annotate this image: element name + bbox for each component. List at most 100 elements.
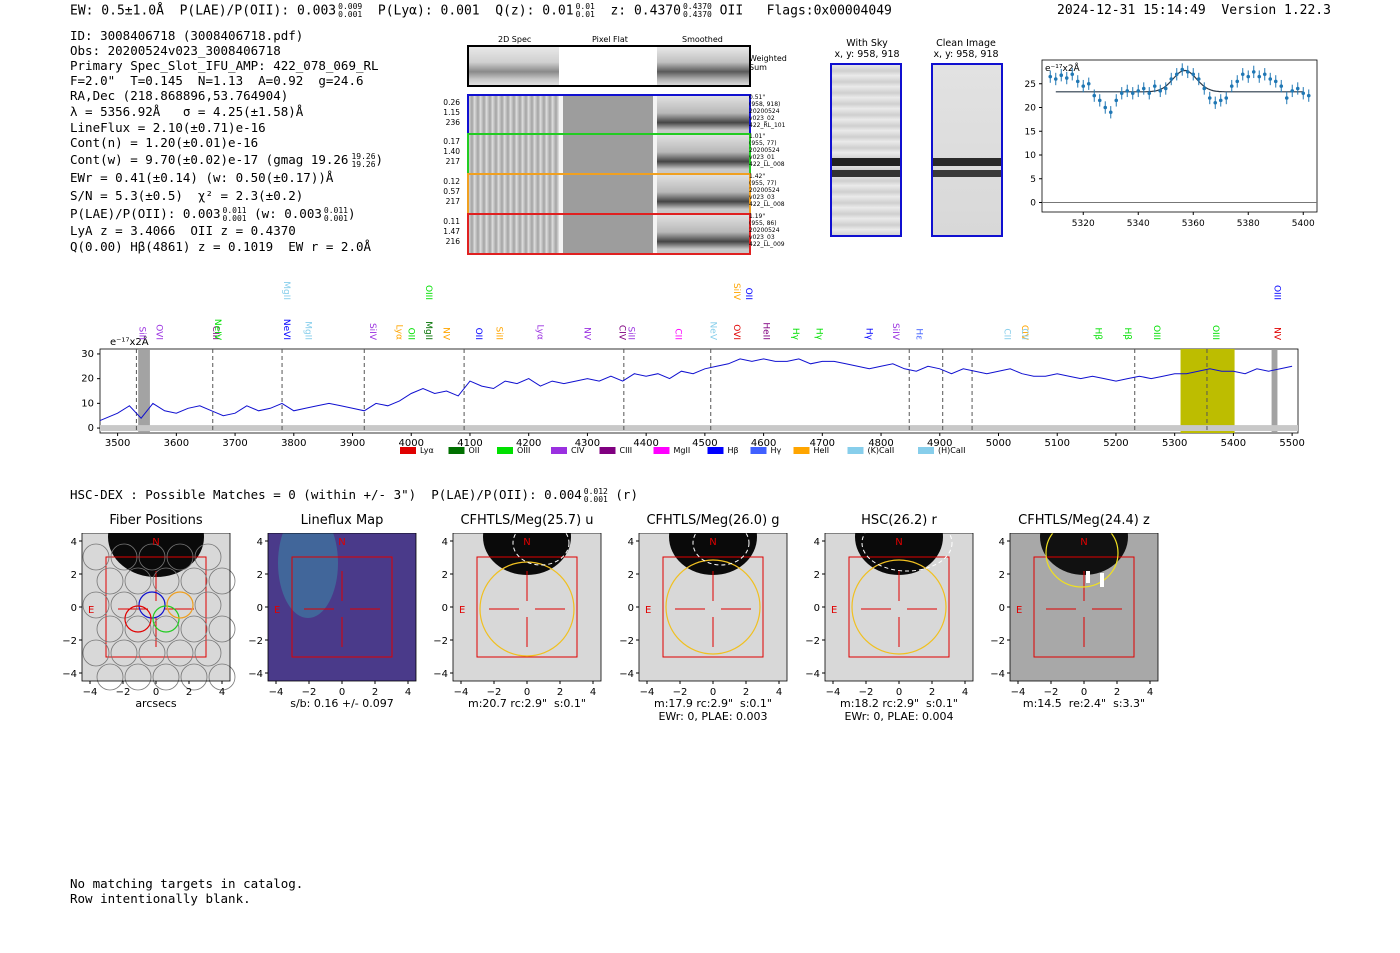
info-sn: S/N = 5.3(±0.5) χ² = 2.3(±0.2) xyxy=(70,188,304,203)
fiber-circle xyxy=(82,639,110,667)
spectrum-x-tick-label: 3700 xyxy=(222,438,247,449)
fiber-circle xyxy=(138,543,166,571)
catalog-ellipse xyxy=(512,533,570,566)
fiber-circle xyxy=(208,615,236,643)
fiber-circle xyxy=(166,543,194,571)
fit-region-band xyxy=(1180,349,1235,433)
fiber-cutout-frame xyxy=(467,213,751,255)
cutout-block: 2D Spec Pixel Flat Smoothed Weighted Sum… xyxy=(440,33,800,258)
zoom-frame xyxy=(1041,59,1318,213)
fiber-2d-spec xyxy=(469,135,559,173)
panel-x-tick-label: 4 xyxy=(590,687,596,698)
hsc-band: (r) xyxy=(615,487,638,502)
info-ewr: EWr = 0.41(±0.14) (w: 0.50(±0.17))Å xyxy=(70,170,334,185)
panel-y-tick-label: 4 xyxy=(814,537,820,548)
spectral-line-label: HeII xyxy=(761,322,771,340)
zoom-fit-chart: 0 5 10 15 20 25 5320 5340 5360 5380 5400 e⁻¹⁷x2Å xyxy=(1025,59,1318,229)
spectral-line-label: SiII xyxy=(136,326,146,340)
panel-y-tick-label: 2 xyxy=(257,570,263,581)
panel-title: Lineflux Map xyxy=(300,513,384,528)
fiber-2d-spec xyxy=(469,96,559,134)
panel-y-tick-label: 2 xyxy=(999,570,1005,581)
legend-label: (H)CaII xyxy=(938,446,965,455)
zoom-data-point xyxy=(1273,79,1278,84)
panel-y-tick-label: 4 xyxy=(628,537,634,548)
legend-label: OII xyxy=(469,446,480,455)
ew-summary: EW: 0.5±1.0Å xyxy=(70,3,164,19)
fiber-info-line: 1.01" xyxy=(749,133,766,140)
zoom-data-point xyxy=(1147,91,1152,96)
zoom-y-tick-label: 25 xyxy=(1025,80,1036,90)
zoom-data-point xyxy=(1169,77,1174,81)
panel-x-tick-label: 2 xyxy=(557,687,563,698)
footer-line-1: No matching targets in catalog. xyxy=(70,876,304,891)
bright-source xyxy=(855,533,943,575)
fiber-row-value: 217 xyxy=(445,197,460,206)
panel-y-tick-label: 0 xyxy=(628,603,634,614)
spectrum-x-tick-label: 3500 xyxy=(105,438,130,449)
spectral-line-label: Hγ xyxy=(813,328,823,341)
zoom-data-point xyxy=(1053,77,1058,81)
north-label: N xyxy=(523,537,530,548)
saturated-pixel xyxy=(1100,573,1104,587)
zoom-data-point xyxy=(1262,72,1267,77)
fiber-smoothed xyxy=(657,175,749,213)
spectrum-x-tick-label: 5300 xyxy=(1162,438,1187,449)
zoom-data-point xyxy=(1218,98,1223,103)
legend-label: Hβ xyxy=(728,446,739,455)
fiber-info-line: (955, 77) xyxy=(749,140,777,147)
spectral-line-label: SiIV xyxy=(367,323,377,341)
fiber-circle xyxy=(110,639,138,667)
plae-lower: 0.001 xyxy=(338,10,363,19)
legend-swatch xyxy=(448,447,465,454)
spectrum-line xyxy=(99,358,1293,422)
spectral-line-label: Hε xyxy=(913,328,923,340)
spectral-line-label: Lyα xyxy=(394,325,404,341)
zoom-data-point xyxy=(1097,98,1102,103)
fiber-circle xyxy=(82,543,110,571)
aperture-ellipse xyxy=(665,559,761,655)
panel-x-tick-label: 0 xyxy=(1081,687,1087,698)
zoom-data-point xyxy=(1301,91,1306,96)
east-label: E xyxy=(1016,605,1022,616)
lineflux-blob xyxy=(278,533,338,618)
legend-label: (K)CaII xyxy=(868,446,895,455)
fiber-info-line: 422_LL_009 xyxy=(749,241,785,248)
fiber-circle xyxy=(124,615,152,643)
aperture-box xyxy=(291,556,393,658)
zoom-data-point xyxy=(1086,81,1091,86)
fiber-info-line: v023_02 xyxy=(749,115,775,122)
saturated-pixel xyxy=(1086,571,1090,583)
fiber-info-line: v023_01 xyxy=(749,154,775,161)
fiber-circle xyxy=(152,567,180,595)
spectral-line-label: Hγ xyxy=(863,328,873,341)
qz-upper: 0.01 xyxy=(575,2,595,11)
zoom-data-point xyxy=(1064,76,1069,80)
panel-x-tick-label: −2 xyxy=(302,687,317,698)
zoom-data-point xyxy=(1191,72,1196,77)
spectrum-x-tick-label: 4500 xyxy=(692,438,717,449)
spectral-line-label: OIII xyxy=(423,285,433,300)
legend-label: OIII xyxy=(517,446,530,455)
fiber-row-value: 0.26 xyxy=(443,98,460,107)
fiber-row-info: 1.01" (955, 77) 20200524 v023_01 422_LL_008 xyxy=(749,133,785,168)
zoom-data-point xyxy=(1130,91,1135,96)
spectral-line-label: OII xyxy=(473,328,483,340)
zoom-data-point xyxy=(1290,89,1295,93)
spectral-line-label: OVI xyxy=(731,324,741,340)
zoom-data-point xyxy=(1185,70,1190,74)
legend-swatch xyxy=(918,447,934,454)
fiber-pixel-flat xyxy=(563,175,653,213)
zoom-data-point xyxy=(1136,89,1141,93)
info-plae: P(LAE)/P(OII): 0.003 0.011 0.001 (w: 0.003… xyxy=(70,205,356,223)
fiber-cutout-frame xyxy=(467,94,751,136)
panel-caption: m:20.7 rc:2.9" s:0.1" xyxy=(468,697,586,710)
zoom-x-tick-label: 5320 xyxy=(1072,219,1095,229)
zoom-data-point xyxy=(1059,73,1064,77)
info-radec: RA,Dec (218.868896,53.764904) xyxy=(70,88,289,103)
zoom-data-point xyxy=(1207,96,1212,100)
fiber-pixel-flat xyxy=(563,135,653,173)
panel-y-tick-label: 4 xyxy=(442,537,448,548)
hsc-plae: P(LAE)/P(OII): 0.004 xyxy=(431,487,582,502)
zoom-x-tick-label: 5380 xyxy=(1237,219,1260,229)
